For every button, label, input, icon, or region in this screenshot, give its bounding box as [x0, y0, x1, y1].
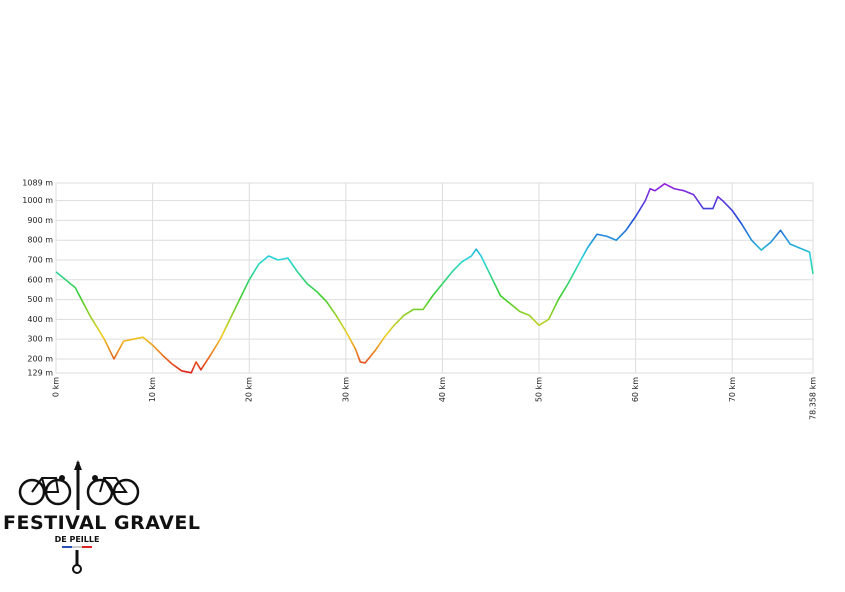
logo-subtitle: DE PEILLE — [55, 535, 100, 544]
y-tick-label: 200 m — [27, 354, 53, 363]
x-tick-label: 50 km — [535, 377, 544, 402]
y-tick-label: 600 m — [27, 275, 53, 284]
logo-title: FESTIVAL GRAVEL — [3, 512, 200, 534]
y-tick-label: 400 m — [27, 315, 53, 324]
y-tick-label: 900 m — [27, 216, 53, 225]
plot-frame — [55, 182, 814, 374]
y-tick-label: 129 m — [27, 369, 53, 378]
x-tick-label: 40 km — [438, 377, 447, 402]
x-tick-label: 10 km — [148, 377, 157, 402]
x-tick-label: 30 km — [341, 377, 350, 402]
logo: FESTIVAL GRAVEL DE PEILLE — [3, 460, 200, 574]
x-tick-label: 70 km — [728, 377, 737, 402]
x-tick-label: 0 km — [52, 377, 61, 397]
y-tick-label: 500 m — [27, 295, 53, 304]
x-tick-label: 60 km — [631, 377, 640, 402]
x-tick-label: 78.358 km — [809, 377, 818, 420]
x-tick-label: 20 km — [245, 377, 254, 402]
elevation-line — [55, 182, 814, 374]
y-tick-label: 300 m — [27, 335, 53, 344]
y-tick-label: 1000 m — [22, 196, 53, 205]
y-tick-label: 700 m — [27, 255, 53, 264]
y-tick-label: 800 m — [27, 236, 53, 245]
y-tick-label: 1089 m — [22, 179, 53, 188]
